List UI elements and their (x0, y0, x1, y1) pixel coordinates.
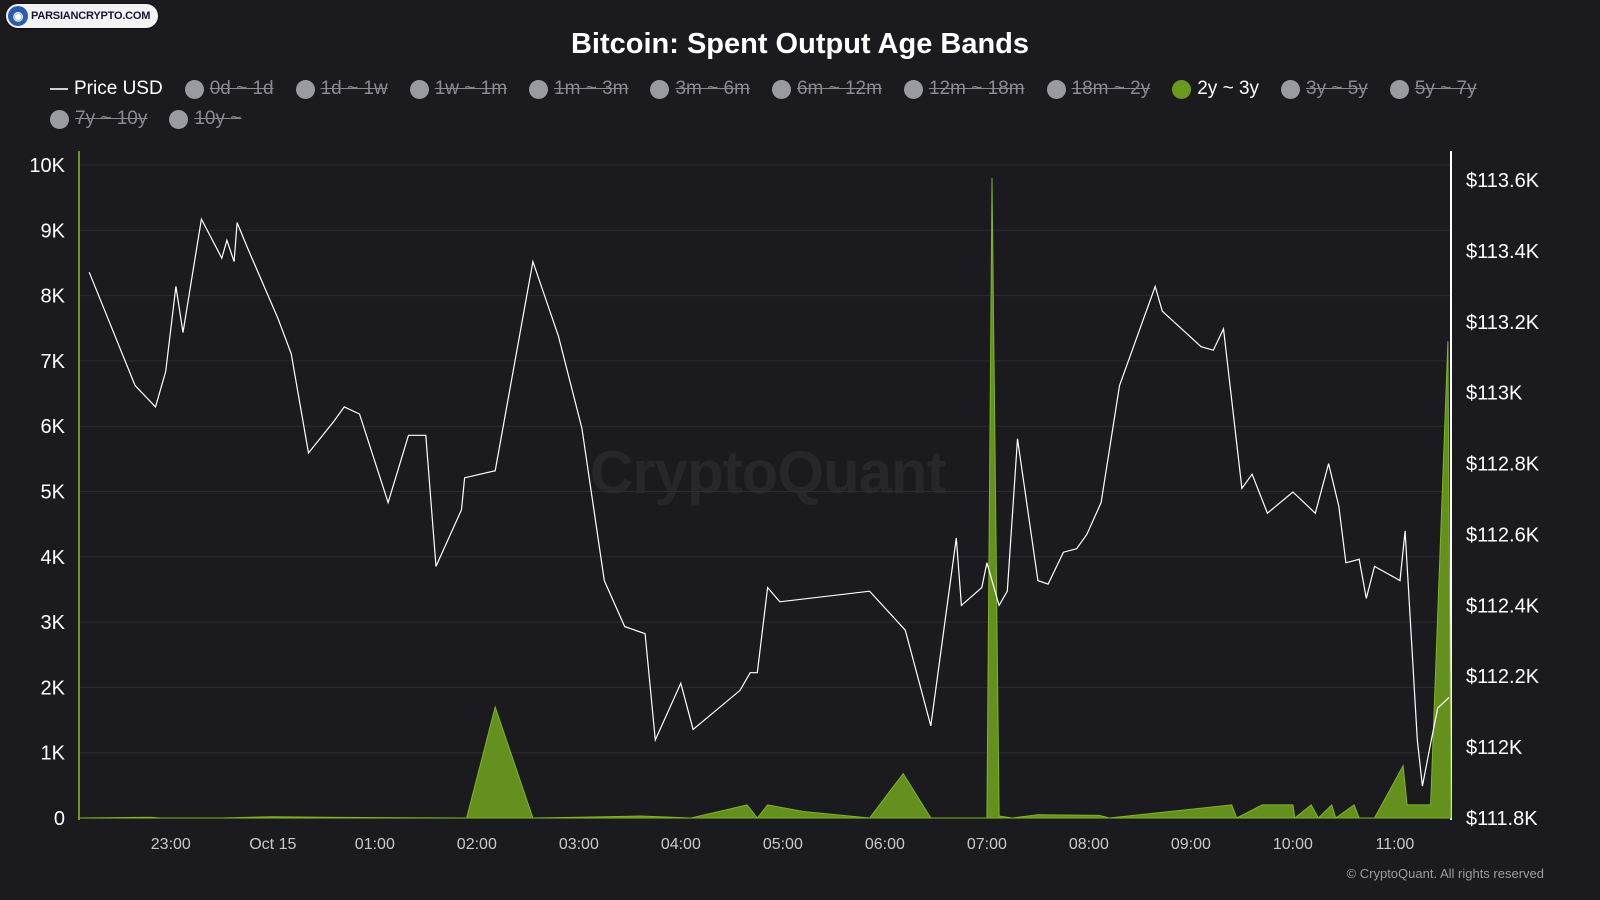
circle-swatch-icon (409, 79, 429, 99)
legend-label: 1d ~ 1w (320, 78, 388, 99)
y-left-tick-label: 9K (41, 220, 66, 242)
x-tick-label: 02:00 (457, 836, 497, 853)
legend-label: 6m ~ 12m (796, 78, 882, 99)
y-left-tick-label: 1K (41, 743, 66, 765)
crypto-globe-icon: ◉ (8, 6, 28, 26)
x-tick-label: 11:00 (1375, 836, 1414, 853)
y-right-tick-label: $112K (1466, 737, 1523, 759)
legend-label: Price USD (74, 78, 163, 99)
chart-title: Bitcoin: Spent Output Age Bands (570, 28, 1030, 60)
legend-item[interactable]: 5y ~ 7y (1389, 76, 1477, 102)
circle-swatch-icon (1172, 79, 1192, 99)
x-tick-label: Oct 15 (249, 836, 296, 853)
legend-item[interactable]: 12m ~ 18m (903, 76, 1025, 102)
legend-item[interactable]: 3y ~ 5y (1281, 76, 1368, 102)
circle-swatch-icon (184, 79, 204, 99)
legend-label: 0d ~ 1d (209, 78, 274, 99)
y-left-tick-label: 7K (41, 351, 66, 373)
copyright-text: © CryptoQuant. All rights reserved (1346, 866, 1544, 881)
x-tick-label: 08:00 (1069, 836, 1109, 853)
legend-item[interactable]: 6m ~ 12m (771, 76, 882, 102)
x-tick-label: 09:00 (1171, 836, 1211, 853)
legend-label: 1m ~ 3m (554, 78, 629, 99)
y-right-tick-label: $113.6K (1466, 170, 1540, 192)
x-tick-label: 06:00 (865, 836, 905, 853)
y-right-tick-label: $112.2K (1466, 666, 1540, 688)
legend-label: 3m ~ 6m (675, 78, 750, 99)
price-usd-line (88, 217, 1450, 787)
legend-item[interactable]: 2y ~ 3y (1172, 76, 1259, 102)
brand-name: PARSIANCRYPTO.COM (31, 10, 151, 22)
legend-item[interactable]: 0d ~ 1d (184, 76, 274, 102)
legend-item[interactable]: 1m ~ 3m (529, 76, 628, 102)
y-right-tick-label: $112.8K (1466, 454, 1540, 476)
circle-swatch-icon (1281, 79, 1301, 99)
circle-swatch-icon (771, 79, 791, 99)
circle-swatch-icon (1046, 79, 1066, 99)
y-left-tick-label: 10K (29, 155, 65, 177)
legend-label: 12m ~ 18m (928, 78, 1025, 99)
y-right-tick-label: $111.8K (1466, 808, 1538, 830)
circle-swatch-icon (1389, 79, 1409, 99)
legend-item[interactable]: 1w ~ 1m (409, 76, 508, 102)
y-right-tick-label: $113.2K (1466, 312, 1540, 334)
legend-label: 1w ~ 1m (434, 78, 508, 99)
brand-logo: ◉ PARSIANCRYPTO.COM (6, 4, 159, 28)
legend-item[interactable]: 1d ~ 1w (295, 76, 388, 102)
legend-item[interactable]: Price USD (50, 76, 163, 102)
x-tick-label: 05:00 (763, 836, 803, 853)
x-tick-label: 03:00 (559, 836, 599, 853)
y-left-tick-label: 0 (54, 808, 65, 830)
y-right-tick-label: $113K (1466, 383, 1523, 405)
legend-item[interactable]: 3m ~ 6m (650, 76, 750, 102)
circle-swatch-icon (903, 79, 923, 99)
legend-label: 10y ~ (194, 108, 242, 129)
y-left-tick-label: 2K (41, 677, 66, 699)
y-left-tick-label: 8K (41, 286, 66, 308)
legend-label: 2y ~ 3y (1197, 78, 1260, 99)
circle-swatch-icon (50, 109, 69, 129)
circle-swatch-icon (650, 79, 670, 99)
y-left-tick-label: 6K (41, 416, 66, 438)
y-right-tick-label: $112.6K (1466, 524, 1540, 546)
y-right-tick-label: $112.4K (1466, 595, 1540, 617)
legend-label: 3y ~ 5y (1306, 78, 1368, 99)
line-swatch-icon (50, 88, 68, 90)
x-tick-label: 10:00 (1273, 836, 1313, 853)
circle-swatch-icon (169, 109, 189, 129)
x-tick-label: 01:00 (355, 836, 395, 853)
legend-label: 5y ~ 7y (1414, 78, 1477, 99)
watermark: CryptoQuant (590, 439, 947, 506)
legend-item[interactable]: 10y ~ (169, 106, 241, 132)
x-tick-label: 07:00 (967, 836, 1007, 853)
x-tick-label: 23:00 (151, 836, 191, 853)
legend-item[interactable]: 7y ~ 10y (50, 106, 147, 132)
y-left-tick-label: 3K (41, 612, 66, 634)
legend-label: 18m ~ 2y (1071, 78, 1151, 99)
y-right-tick-label: $113.4K (1466, 241, 1540, 263)
circle-swatch-icon (529, 79, 549, 99)
circle-swatch-icon (295, 79, 315, 99)
x-tick-label: 04:00 (661, 836, 701, 853)
legend-item[interactable]: 18m ~ 2y (1046, 76, 1151, 102)
legend-label: 7y ~ 10y (75, 108, 148, 129)
y-left-tick-label: 4K (41, 547, 66, 569)
y-left-tick-label: 5K (41, 482, 66, 504)
band-2y-3y-area (78, 178, 1452, 819)
chart-legend: Price USD 0d ~ 1d 1d ~ 1w 1w ~ 1m 1m ~ 3m 3m … (50, 76, 1570, 132)
